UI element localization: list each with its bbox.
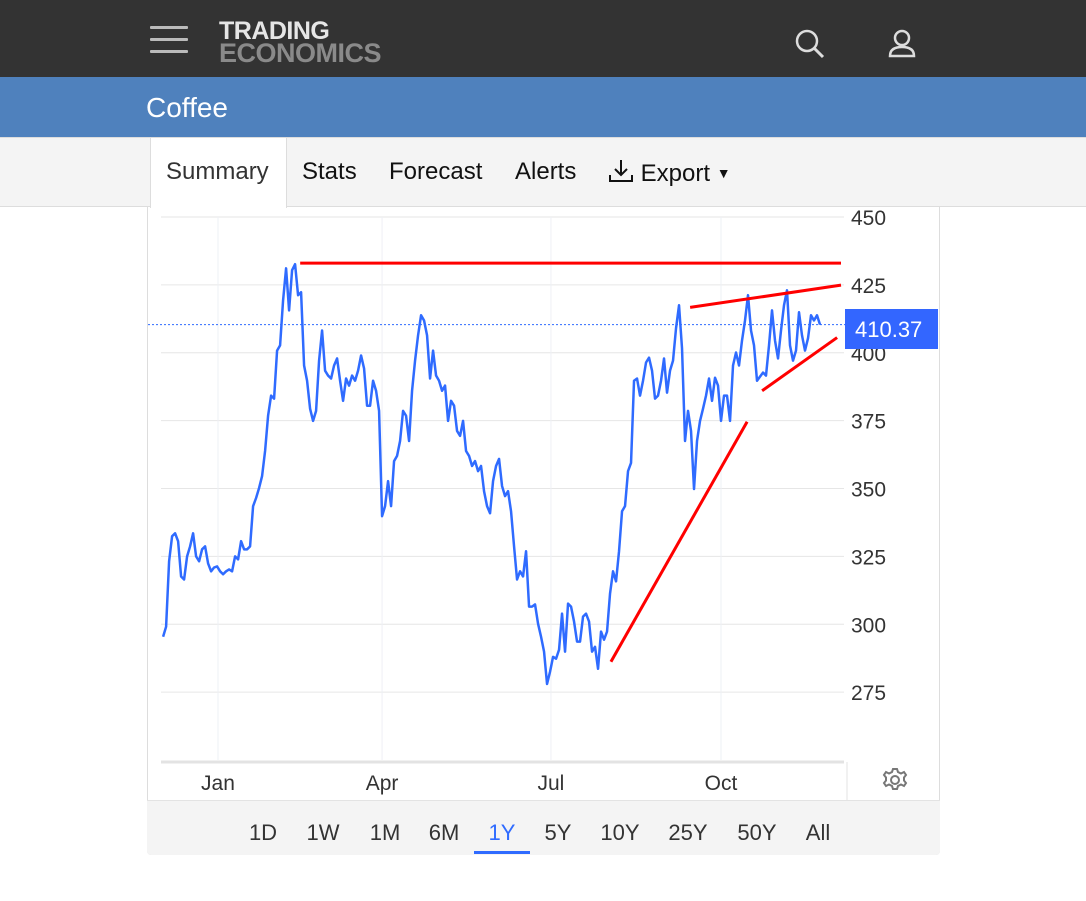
y-tick-label: 375 <box>851 411 886 434</box>
x-tick-label: Apr <box>366 772 399 795</box>
hamburger-menu-icon[interactable] <box>150 26 188 54</box>
range-button-10y[interactable]: 10Y <box>600 820 640 845</box>
chart-card: 275 300 325 350 375 400 425 450 Jan Apr Jul Oct <box>147 207 940 855</box>
settings-gear-icon[interactable] <box>881 766 909 794</box>
tab-forecast[interactable]: Forecast <box>389 158 483 185</box>
y-tick-label: 350 <box>851 479 886 502</box>
active-range-indicator <box>474 851 530 854</box>
range-button-25y[interactable]: 25Y <box>668 820 708 845</box>
x-tick-label: Jul <box>538 772 565 795</box>
y-tick-label: 450 <box>851 207 886 230</box>
range-button-6m[interactable]: 6M <box>428 820 460 845</box>
y-tick-label: 275 <box>851 682 886 705</box>
range-button-1m[interactable]: 1M <box>369 820 401 845</box>
trend-line <box>609 420 749 663</box>
range-button-1w[interactable]: 1W <box>306 820 340 845</box>
range-selector <box>147 800 940 855</box>
trend-line <box>689 283 842 309</box>
export-label: Export <box>640 160 711 187</box>
x-tick-label: Oct <box>705 772 738 795</box>
trend-line <box>761 336 838 392</box>
price-line <box>161 262 822 686</box>
tab-alerts[interactable]: Alerts <box>515 158 577 185</box>
download-icon <box>609 160 633 182</box>
range-button-1d[interactable]: 1D <box>248 820 278 845</box>
y-tick-label: 300 <box>851 614 886 637</box>
tab-summary[interactable]: Summary <box>150 138 287 208</box>
search-icon[interactable] <box>794 28 826 60</box>
x-tick-label: Jan <box>201 772 235 795</box>
y-tick-label: 425 <box>851 275 886 298</box>
range-button-50y[interactable]: 50Y <box>737 820 777 845</box>
tab-stats[interactable]: Stats <box>302 158 357 185</box>
logo-line-2: ECONOMICS <box>219 38 382 68</box>
trading-economics-logo[interactable]: TRADING ECONOMICS <box>219 17 382 68</box>
logo-line-1: TRADING <box>219 17 330 45</box>
caret-down-icon: ▼ <box>716 165 731 181</box>
range-button-all[interactable]: All <box>805 820 831 845</box>
tab-export[interactable]: Export ▼ <box>608 158 731 188</box>
y-tick-label: 325 <box>851 546 886 569</box>
last-value-label: 410.37 <box>845 309 938 349</box>
range-button-5y[interactable]: 5Y <box>544 820 572 845</box>
range-button-1y[interactable]: 1Y <box>488 820 516 845</box>
user-icon[interactable] <box>887 28 917 60</box>
title-bar <box>0 77 1086 137</box>
top-navbar: TRADING ECONOMICS <box>0 0 1086 77</box>
page-title: Coffee <box>146 92 228 123</box>
